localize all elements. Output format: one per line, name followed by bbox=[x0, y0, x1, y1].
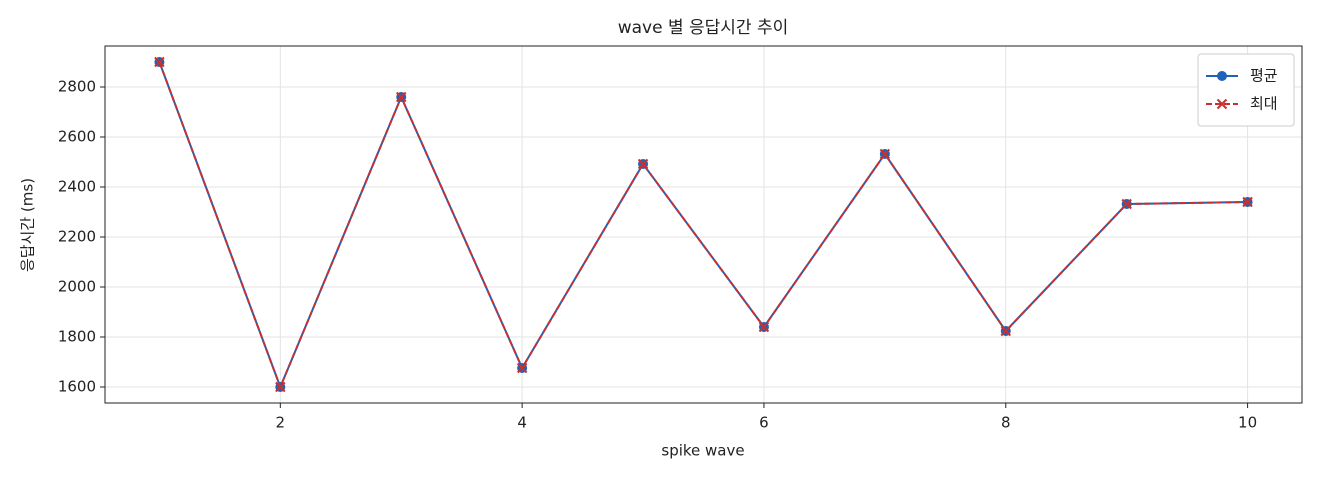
legend-box bbox=[1197, 53, 1295, 127]
marker bbox=[758, 321, 770, 333]
x-tick-label: 8 bbox=[1001, 414, 1011, 432]
y-tick-label: 2400 bbox=[58, 178, 96, 196]
marker bbox=[154, 56, 165, 68]
x-tick-label: 10 bbox=[1238, 414, 1257, 432]
marker bbox=[637, 158, 649, 170]
y-axis-label: 응답시간 (ms) bbox=[19, 178, 37, 272]
marker bbox=[516, 362, 528, 374]
marker-cross bbox=[1216, 98, 1228, 110]
marker bbox=[275, 381, 286, 393]
marker-cross bbox=[1000, 325, 1011, 337]
marker bbox=[1242, 196, 1253, 208]
chart-title: wave 별 응답시간 추이 bbox=[618, 18, 789, 38]
marker-cross bbox=[275, 381, 286, 393]
marker-cross bbox=[396, 91, 407, 103]
x-tick-label: 4 bbox=[517, 414, 527, 432]
marker-cross bbox=[1121, 198, 1132, 210]
x-tick-label: 2 bbox=[276, 414, 286, 432]
y-tick-label: 2800 bbox=[58, 78, 96, 96]
plot-frame bbox=[104, 45, 1303, 404]
y-tick-label: 2000 bbox=[58, 278, 96, 296]
marker bbox=[1217, 71, 1227, 81]
marker-cross bbox=[879, 148, 891, 160]
marker bbox=[1000, 325, 1011, 337]
marker bbox=[1216, 98, 1228, 110]
y-tick-label: 2600 bbox=[58, 128, 96, 146]
marker-cross bbox=[154, 56, 165, 68]
x-tick-label: 6 bbox=[759, 414, 769, 432]
y-tick-label: 1800 bbox=[58, 328, 96, 346]
marker bbox=[879, 148, 891, 160]
marker-cross bbox=[516, 362, 528, 374]
marker bbox=[396, 91, 407, 103]
marker bbox=[1121, 198, 1132, 210]
y-tick-label: 1600 bbox=[58, 378, 96, 396]
legend-label: 평균 bbox=[1250, 67, 1278, 85]
marker-cross bbox=[637, 158, 649, 170]
y-tick-label: 2200 bbox=[58, 228, 96, 246]
legend-label: 최대 bbox=[1250, 95, 1278, 113]
marker-cross bbox=[758, 321, 770, 333]
marker-cross bbox=[1242, 196, 1253, 208]
series-line bbox=[158, 61, 1248, 390]
x-axis-label: spike wave bbox=[661, 442, 744, 460]
series-line bbox=[158, 61, 1248, 390]
